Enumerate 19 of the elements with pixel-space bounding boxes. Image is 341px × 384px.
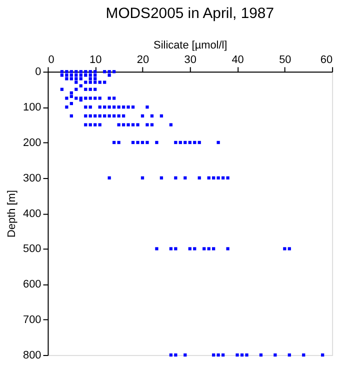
chart-title: MODS2005 in April, 1987: [106, 6, 274, 22]
y-tick-label: 600: [23, 278, 42, 291]
y-tick-label: 500: [23, 243, 42, 256]
y-tick-label: 700: [23, 314, 42, 326]
y-axis-title: Depth [m]: [6, 190, 18, 238]
x-tick-label: 0: [48, 54, 54, 66]
y-tick-label: 800: [23, 349, 42, 362]
x-tick-label: 40: [232, 54, 244, 66]
y-tick-label: 100: [23, 102, 42, 114]
x-tick-label: 60: [320, 54, 333, 66]
y-tick-label: 200: [23, 136, 42, 149]
x-tick-label: 50: [279, 54, 292, 66]
y-tick-label: 300: [23, 172, 42, 184]
x-tick-label: 30: [184, 54, 196, 66]
y-tick-label: 400: [23, 208, 42, 220]
y-tick-label: 0: [35, 66, 42, 78]
x-tick-label: 10: [90, 54, 102, 66]
x-tick-label: 20: [136, 54, 150, 66]
x-axis-title: Silicate [µmol/l]: [154, 39, 228, 52]
